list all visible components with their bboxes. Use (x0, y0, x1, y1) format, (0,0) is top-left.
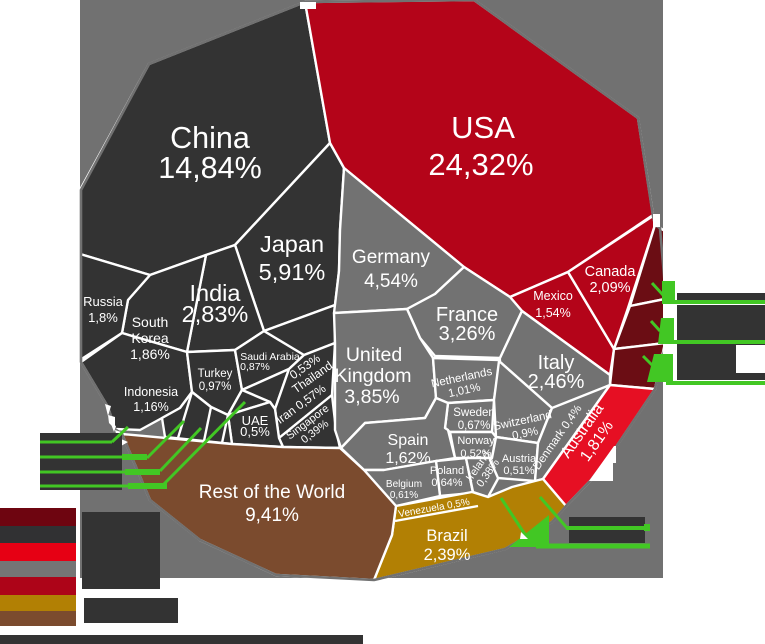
svg-text:1,54%: 1,54% (535, 306, 570, 320)
svg-text:0,64%: 0,64% (431, 477, 462, 489)
svg-text:24,32%: 24,32% (428, 147, 533, 182)
svg-text:0,61%: 0,61% (390, 490, 418, 501)
svg-text:United: United (346, 344, 402, 366)
svg-text:Germany: Germany (352, 247, 431, 268)
svg-text:Belgium: Belgium (386, 479, 422, 490)
svg-text:1,62%: 1,62% (385, 450, 430, 467)
svg-text:Mexico: Mexico (533, 289, 573, 303)
svg-text:Sweden: Sweden (453, 407, 495, 419)
svg-text:Saudi Arabia: Saudi Arabia (240, 351, 300, 363)
svg-text:0,52%: 0,52% (460, 448, 491, 460)
svg-text:India: India (190, 280, 242, 306)
svg-text:5,91%: 5,91% (259, 259, 326, 285)
svg-text:2,83%: 2,83% (182, 301, 249, 327)
svg-text:0,9%: 0,9% (511, 425, 539, 442)
svg-text:2,39%: 2,39% (424, 546, 471, 564)
svg-text:2,09%: 2,09% (589, 280, 630, 296)
svg-text:4,54%: 4,54% (364, 271, 418, 292)
svg-text:0,51%: 0,51% (503, 465, 534, 477)
svg-text:Austria: Austria (502, 453, 537, 465)
svg-text:0,67%: 0,67% (458, 420, 491, 432)
svg-text:Japan: Japan (260, 231, 324, 257)
svg-text:UAE: UAE (242, 413, 269, 428)
svg-text:Italy: Italy (538, 352, 575, 374)
svg-text:South: South (132, 314, 169, 330)
svg-text:Brazil: Brazil (426, 527, 467, 545)
svg-text:Norway: Norway (457, 435, 495, 447)
svg-text:China: China (170, 121, 250, 155)
svg-text:Poland: Poland (430, 465, 464, 477)
svg-text:France: France (436, 304, 498, 326)
svg-text:USA: USA (451, 110, 515, 145)
svg-text:2,46%: 2,46% (528, 371, 585, 393)
svg-text:Korea: Korea (131, 330, 169, 346)
svg-text:Spain: Spain (388, 432, 429, 449)
svg-text:Kingdom: Kingdom (335, 365, 412, 387)
svg-text:14,84%: 14,84% (158, 151, 261, 185)
svg-text:Russia: Russia (83, 294, 124, 309)
svg-text:3,85%: 3,85% (344, 386, 399, 408)
svg-text:0,87%: 0,87% (240, 361, 270, 373)
svg-text:0,5%: 0,5% (240, 424, 270, 439)
svg-text:Rest of the World: Rest of the World (199, 482, 345, 503)
svg-text:Turkey: Turkey (198, 368, 233, 380)
svg-text:Indonesia: Indonesia (124, 385, 178, 399)
svg-text:1,16%: 1,16% (133, 400, 168, 414)
svg-text:1,86%: 1,86% (130, 346, 170, 362)
svg-text:1,8%: 1,8% (88, 310, 118, 325)
svg-text:3,26%: 3,26% (439, 323, 496, 345)
svg-text:0,97%: 0,97% (199, 381, 232, 393)
svg-text:Canada: Canada (585, 264, 637, 280)
svg-text:9,41%: 9,41% (245, 505, 299, 526)
